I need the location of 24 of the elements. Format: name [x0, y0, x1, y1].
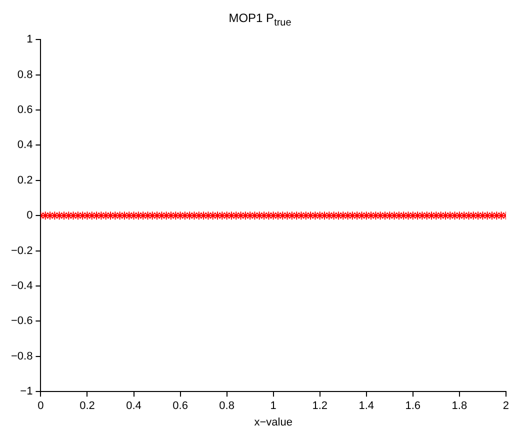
x-tick-label: 0 — [38, 400, 44, 412]
y-tick-label: −0.6 — [10, 315, 33, 328]
y-tick-label: −0.2 — [10, 244, 33, 257]
y-tick-label: −0.4 — [10, 280, 33, 292]
y-tick-label: 0.6 — [17, 104, 33, 116]
x-tick-label: 1.4 — [358, 400, 374, 412]
x-tick-label: 0.6 — [172, 400, 188, 412]
y-tick-label: 1 — [26, 34, 33, 46]
chart-title: MOP1 P$_{true}$ — [228, 10, 292, 30]
x-tick-label: 1 — [270, 400, 276, 412]
y-tick-label: 0.2 — [17, 174, 33, 186]
y-tick-label: 0.8 — [17, 68, 33, 81]
y-tick-label: 0 — [26, 210, 33, 222]
x-tick-label: 0.2 — [80, 400, 95, 412]
y-tick-label: −1 — [20, 386, 33, 398]
x-tick-label: 2 — [502, 400, 510, 412]
x-tick-label: 0.8 — [219, 400, 234, 412]
y-tick-label: −0.8 — [10, 350, 33, 362]
x-tick-label: 1.8 — [452, 400, 468, 412]
x-axis-title: x−value — [254, 416, 292, 428]
x-tick-label: 1.2 — [312, 400, 328, 412]
y-tick-label: 0.4 — [17, 139, 33, 152]
x-tick-label: 0.4 — [126, 400, 142, 412]
x-tick-label: 1.6 — [405, 400, 421, 412]
